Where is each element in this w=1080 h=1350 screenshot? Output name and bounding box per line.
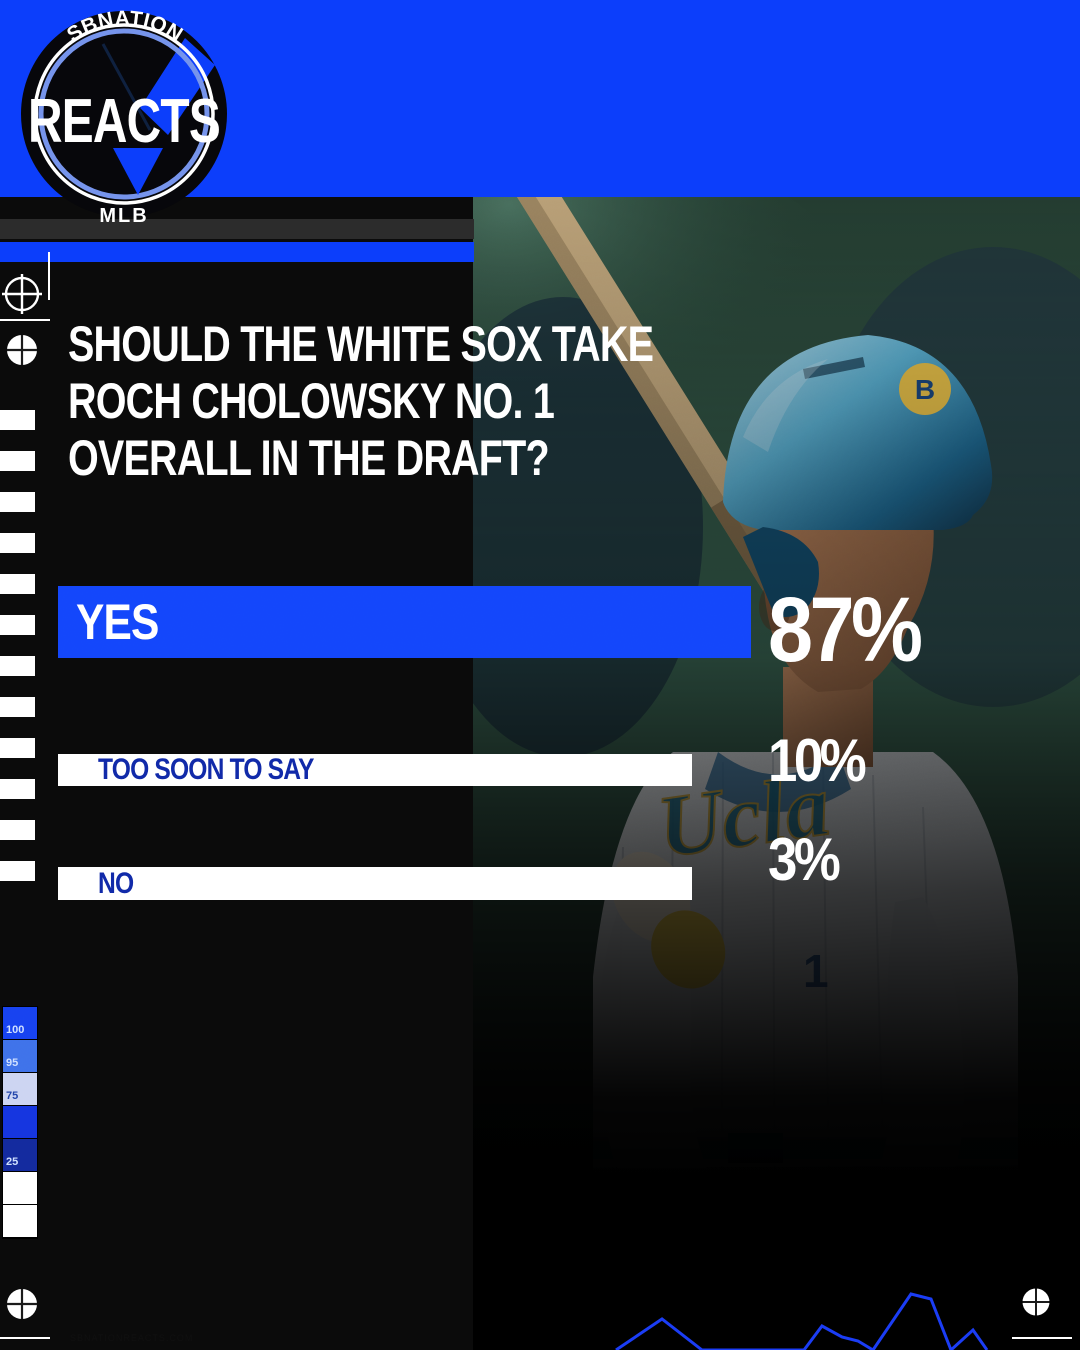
svg-text:REACTS: REACTS [28, 87, 220, 156]
svg-text:MLB: MLB [99, 205, 148, 227]
